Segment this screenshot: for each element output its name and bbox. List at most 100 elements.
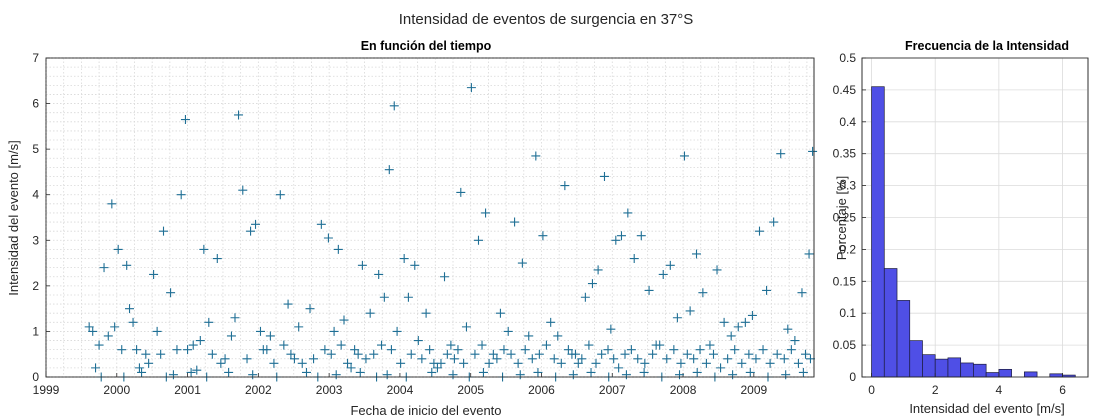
scatter-point bbox=[658, 269, 668, 279]
histogram-panel: Frecuencia de la Intensidad 0 0.05 0.1 0.15… bbox=[833, 39, 1089, 416]
histogram-bar bbox=[909, 340, 923, 378]
scatter-point bbox=[195, 336, 205, 346]
scatter-point bbox=[350, 345, 360, 355]
scatter-point bbox=[553, 331, 563, 341]
scatter-point bbox=[305, 304, 315, 314]
scatter-point bbox=[403, 292, 413, 302]
scatter-point bbox=[258, 345, 268, 355]
scatter-point bbox=[374, 269, 384, 279]
scatter-point bbox=[740, 317, 750, 327]
scatter-point bbox=[406, 349, 416, 359]
scatter-point bbox=[515, 370, 525, 380]
scatter-point bbox=[413, 336, 423, 346]
histogram-ytick-label: 0.4 bbox=[839, 115, 856, 129]
scatter-point bbox=[808, 146, 818, 156]
scatter-point bbox=[745, 367, 755, 377]
scatter-point bbox=[769, 217, 779, 227]
scatter-point bbox=[379, 292, 389, 302]
scatter-point bbox=[323, 233, 333, 243]
histogram-bar bbox=[947, 357, 962, 378]
scatter-point bbox=[421, 308, 431, 318]
histogram-xtick-label: 4 bbox=[996, 383, 1003, 397]
scatter-point bbox=[453, 345, 463, 355]
scatter-point bbox=[275, 190, 285, 200]
scatter-point bbox=[506, 349, 516, 359]
scatter-point bbox=[640, 358, 650, 368]
scatter-axes-frame bbox=[45, 57, 815, 378]
histogram-bar bbox=[985, 372, 1000, 378]
histogram-bar bbox=[896, 300, 911, 378]
scatter-point bbox=[751, 354, 761, 364]
scatter-point bbox=[224, 367, 234, 377]
scatter-point bbox=[781, 370, 791, 380]
histogram-ytick-label: 0.35 bbox=[833, 147, 857, 161]
figure-suptitle: Intensidad de eventos de surgencia en 37… bbox=[399, 11, 694, 28]
scatter-point bbox=[587, 279, 597, 289]
scatter-point bbox=[804, 249, 814, 259]
scatter-point bbox=[790, 336, 800, 346]
scatter-point bbox=[94, 340, 104, 350]
scatter-grid bbox=[45, 57, 814, 378]
scatter-xtick-label: 2003 bbox=[316, 383, 343, 397]
scatter-point bbox=[172, 345, 182, 355]
histogram-ytick-label: 0.15 bbox=[833, 274, 857, 288]
histogram-title: Frecuencia de la Intensidad bbox=[905, 39, 1069, 53]
scatter-xtick-label: 1999 bbox=[33, 383, 60, 397]
scatter-point bbox=[294, 322, 304, 332]
scatter-point bbox=[492, 354, 502, 364]
scatter-point bbox=[692, 367, 702, 377]
scatter-point bbox=[503, 326, 513, 336]
scatter-xtick-label: 2001 bbox=[174, 383, 201, 397]
scatter-point bbox=[446, 340, 456, 350]
scatter-point bbox=[708, 349, 718, 359]
scatter-point bbox=[488, 349, 498, 359]
scatter-xtick-label: 2004 bbox=[387, 383, 414, 397]
scatter-point bbox=[626, 345, 636, 355]
scatter-ticks: 0 1 2 3 4 5 6 7 1999 2000 2001 2002 2003 2004 2005 2006… bbox=[32, 51, 767, 397]
scatter-point bbox=[801, 349, 811, 359]
scatter-point bbox=[377, 340, 387, 350]
scatter-point bbox=[560, 181, 570, 191]
scatter-point bbox=[180, 115, 190, 125]
scatter-point bbox=[309, 354, 319, 364]
scatter-point bbox=[128, 317, 138, 327]
scatter-point bbox=[473, 235, 483, 245]
scatter-point bbox=[614, 363, 624, 373]
scatter-point bbox=[786, 345, 796, 355]
scatter-point bbox=[563, 345, 573, 355]
scatter-point bbox=[396, 358, 406, 368]
scatter-point bbox=[520, 345, 530, 355]
scatter-point bbox=[346, 363, 356, 373]
scatter-ylabel: Intensidad del evento [m/s] bbox=[6, 140, 21, 295]
scatter-point bbox=[744, 349, 754, 359]
scatter-point bbox=[747, 310, 757, 320]
scatter-point bbox=[793, 358, 803, 368]
scatter-point bbox=[719, 317, 729, 327]
scatter-point bbox=[481, 208, 491, 218]
scatter-point bbox=[84, 322, 94, 332]
scatter-point bbox=[623, 208, 633, 218]
scatter-point bbox=[549, 354, 559, 364]
scatter-point bbox=[399, 254, 409, 264]
scatter-point bbox=[361, 354, 371, 364]
histogram-bar bbox=[922, 354, 936, 378]
scatter-point bbox=[633, 354, 643, 364]
histogram-bar bbox=[934, 358, 949, 378]
histogram-ytick-label: 0 bbox=[849, 370, 856, 384]
scatter-point bbox=[534, 349, 544, 359]
scatter-xtick-label: 2007 bbox=[599, 383, 626, 397]
scatter-point bbox=[772, 349, 782, 359]
scatter-point bbox=[556, 358, 566, 368]
scatter-point bbox=[611, 235, 621, 245]
scatter-point bbox=[107, 199, 117, 209]
histogram-ytick-label: 0.45 bbox=[833, 83, 857, 97]
scatter-point bbox=[672, 313, 682, 323]
scatter-point bbox=[176, 190, 186, 200]
histogram-bar bbox=[960, 362, 974, 378]
scatter-point bbox=[238, 185, 248, 195]
scatter-xtick-label: 2005 bbox=[457, 383, 484, 397]
scatter-point bbox=[716, 363, 726, 373]
scatter-point bbox=[609, 354, 619, 364]
scatter-point bbox=[762, 285, 772, 295]
